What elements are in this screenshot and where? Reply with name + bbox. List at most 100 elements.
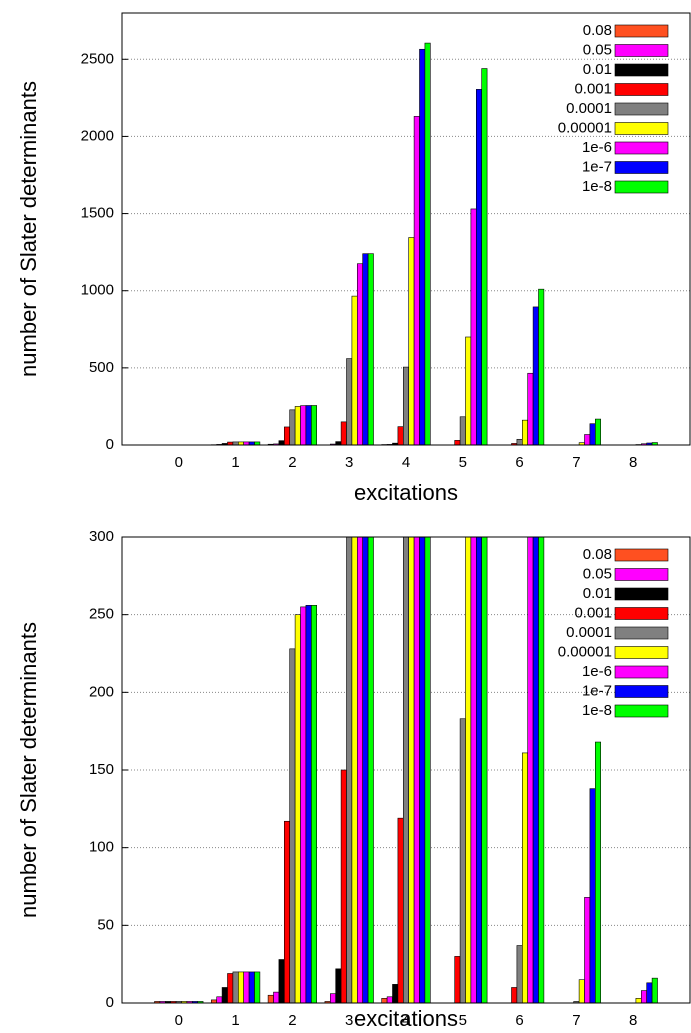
bar [278,959,285,1003]
x-tick-label: 2 [288,454,296,471]
legend-swatch [614,180,669,194]
bar [635,998,642,1003]
bar [408,237,415,445]
bar [216,996,223,1003]
x-tick-label: 8 [629,1012,637,1029]
bar [381,998,388,1003]
bar [594,418,601,445]
plot-frame [121,536,691,1004]
bar [305,605,312,1003]
y-tick-label: 50 [97,916,114,933]
bar [346,537,353,1003]
bar [238,971,245,1003]
y-tick-label: 250 [89,606,114,623]
bar [470,537,477,1003]
bar [419,48,426,445]
x-tick-label: 2 [288,1012,296,1029]
bar [289,648,296,1003]
bar [340,769,347,1003]
bar [640,990,647,1003]
bar [300,606,307,1003]
bar [527,372,534,445]
legend-label: 0.00001 [558,119,612,136]
bar [392,984,399,1003]
bar [538,537,545,1003]
bar [278,440,285,445]
bar [243,971,250,1003]
legend-label: 0.0001 [566,100,612,117]
x-tick-label: 1 [231,454,239,471]
y-tick-label: 0 [106,994,114,1011]
bar [651,442,658,445]
legend-label: 1e-7 [582,158,612,175]
bar [594,741,601,1003]
legend-label: 1e-7 [582,682,612,699]
bar [408,537,415,1003]
bar [351,295,358,445]
y-axis-title: number of Slater determinants [16,622,41,918]
y-tick-label: 2000 [81,127,114,144]
bar [356,263,363,445]
bar [305,405,312,445]
bar [589,788,596,1003]
bar [481,68,488,445]
y-axis-title: number of Slater determinants [16,81,41,377]
bar [521,419,528,445]
x-tick-label: 1 [231,1012,239,1029]
legend-label: 0.08 [583,22,612,39]
bar [397,426,404,445]
legend-label: 0.05 [583,41,612,58]
x-axis-title: excitations [354,1006,458,1031]
bar [589,423,596,445]
legend-label: 1e-8 [582,178,612,195]
bar [516,945,523,1003]
legend-swatch [614,685,669,698]
x-tick-label: 7 [572,454,580,471]
legend-label: 0.00001 [558,643,612,660]
bar [283,426,290,445]
legend-swatch [614,587,669,601]
legend-swatch [614,141,669,155]
y-tick-label: 0 [106,436,114,453]
x-tick-label: 8 [629,454,637,471]
x-tick-label: 0 [175,454,183,471]
x-tick-label: 5 [459,454,467,471]
bar [413,116,420,445]
bar [459,416,466,445]
y-tick-label: 300 [89,528,114,545]
x-tick-label: 0 [175,1012,183,1029]
x-tick-label: 4 [402,1012,410,1029]
bar [254,971,261,1003]
bar [386,996,393,1003]
bar [402,366,409,445]
bar [329,993,336,1003]
legend-swatch [614,665,669,679]
y-tick-label: 2500 [81,50,114,67]
bar [578,979,585,1003]
bar [294,614,301,1003]
bar [367,253,374,445]
bar [294,406,301,445]
legend-label: 1e-6 [582,663,612,680]
legend-swatch [614,626,669,640]
legend-label: 0.05 [583,565,612,582]
legend-swatch [614,548,669,562]
bar [397,817,404,1003]
x-axis-title: excitations [354,480,458,505]
bar [532,537,539,1003]
x-tick-label: 4 [402,454,410,471]
bar [651,977,658,1003]
legend-label: 0.08 [583,546,612,563]
legend-label: 0.001 [574,604,612,621]
legend-swatch [614,63,669,77]
legend-swatch [614,607,669,620]
legend-label: 0.01 [583,585,612,602]
bar [454,440,461,445]
legend-swatch [614,102,669,116]
legend-swatch [614,122,669,135]
legend-swatch [614,704,669,718]
legend-label: 1e-6 [582,139,612,156]
bar [283,820,290,1003]
bar [289,409,296,445]
bar [538,288,545,445]
